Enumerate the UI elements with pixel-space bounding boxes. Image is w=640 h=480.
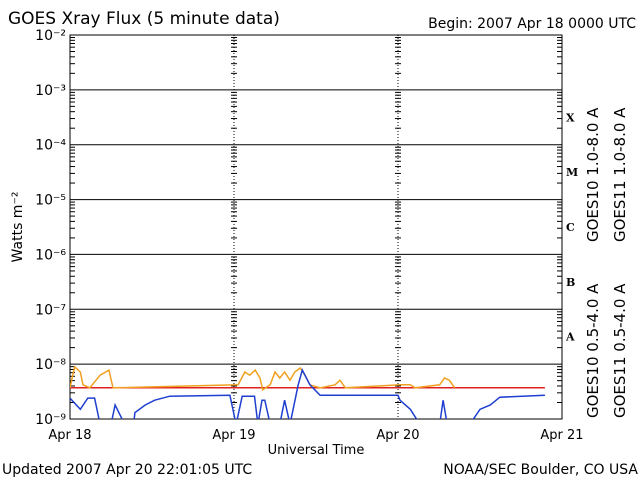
legend-entry: GOES11 1.0-8.0 A [611,107,629,242]
y-axis-label: Watts m⁻² [10,192,26,263]
y-tick-label: 10⁻⁶ [35,247,66,263]
y-tick-label: 10⁻² [35,28,66,44]
y-tick-label: 10⁻⁹ [35,412,66,428]
footer: NOAA/SEC Boulder, CO USA [443,462,638,478]
x-tick-label: Apr 21 [540,428,583,443]
y-tick-label: 10⁻⁴ [35,138,66,154]
series-line [70,368,545,419]
x-tick-label: Apr 19 [212,428,255,443]
x-tick-label: Apr 18 [48,428,91,443]
series-line [70,365,456,392]
footer: Updated 2007 Apr 20 22:01:05 UTC [2,462,252,478]
flare-class: A [565,331,575,344]
flare-class: M [566,166,578,179]
flare-class: B [566,276,575,289]
chart-title: GOES Xray Flux (5 minute data) [8,9,280,29]
subtitle: Begin: 2007 Apr 18 0000 UTC [428,16,636,32]
flare-class: C [566,221,575,234]
y-tick-label: 10⁻³ [35,83,66,99]
y-tick-label: 10⁻⁷ [35,302,66,318]
y-tick-label: 10⁻⁵ [35,193,66,209]
legend-entry: GOES11 0.5-4.0 A [611,283,629,418]
plot-area [70,365,545,419]
x-tick-label: Apr 20 [376,428,419,443]
legend-entry: GOES10 0.5-4.0 A [584,283,602,418]
plot-frame [69,34,563,420]
y-tick-label: 10⁻⁸ [35,357,66,373]
flare-class: X [566,111,575,124]
x-axis-label: Universal Time [268,443,365,458]
legend-entry: GOES10 1.0-8.0 A [584,107,602,242]
